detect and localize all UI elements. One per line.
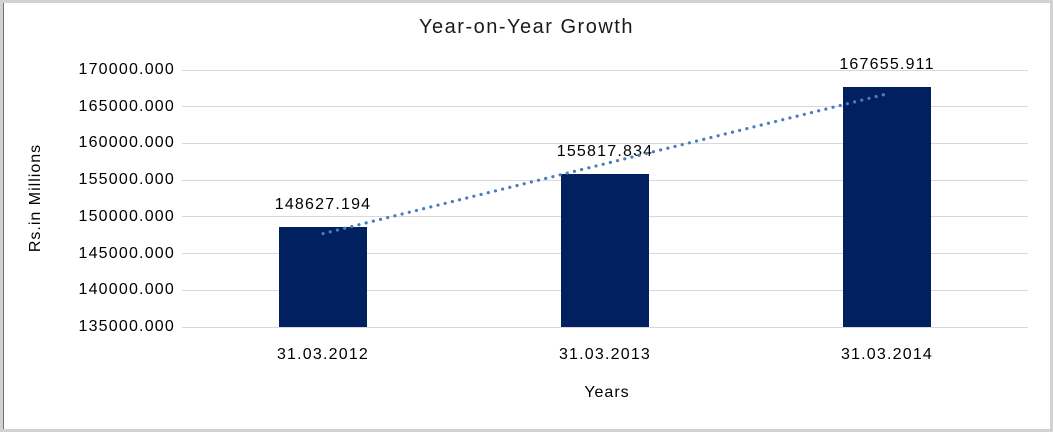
y-axis-title: Rs.in Millions <box>27 143 44 253</box>
y-tick-label: 165000.000 <box>78 97 175 115</box>
y-tick-label: 140000.000 <box>78 281 175 299</box>
y-tick-label: 160000.000 <box>78 134 175 152</box>
bar-data-label: 155817.834 <box>556 143 654 161</box>
gridline <box>182 326 1028 328</box>
x-tick-label: 31.03.2013 <box>558 346 652 363</box>
trendline <box>321 92 889 236</box>
x-tick-label: 31.03.2014 <box>840 346 934 363</box>
bar <box>843 87 931 327</box>
gridline <box>182 142 1028 144</box>
gridline <box>182 69 1028 71</box>
chart-title: Year-on-Year Growth <box>419 16 634 38</box>
gridline <box>182 106 1028 108</box>
trendline-path <box>321 92 889 236</box>
y-tick-label: 150000.000 <box>78 207 175 225</box>
plot-area: 148627.194 155817.834 167655.911 <box>182 56 1028 328</box>
bar-data-label: 167655.911 <box>839 56 935 74</box>
y-tick-label: 155000.000 <box>78 171 175 189</box>
y-tick-label: 145000.000 <box>78 244 175 262</box>
bar <box>279 226 367 327</box>
bar <box>561 174 649 327</box>
y-tick-label: 170000.000 <box>78 61 175 78</box>
x-axis-title: Years <box>584 384 630 401</box>
y-tick-label: 135000.000 <box>78 318 175 335</box>
x-tick-label: 31.03.2012 <box>276 346 370 363</box>
bar-data-label: 148627.194 <box>274 195 372 213</box>
